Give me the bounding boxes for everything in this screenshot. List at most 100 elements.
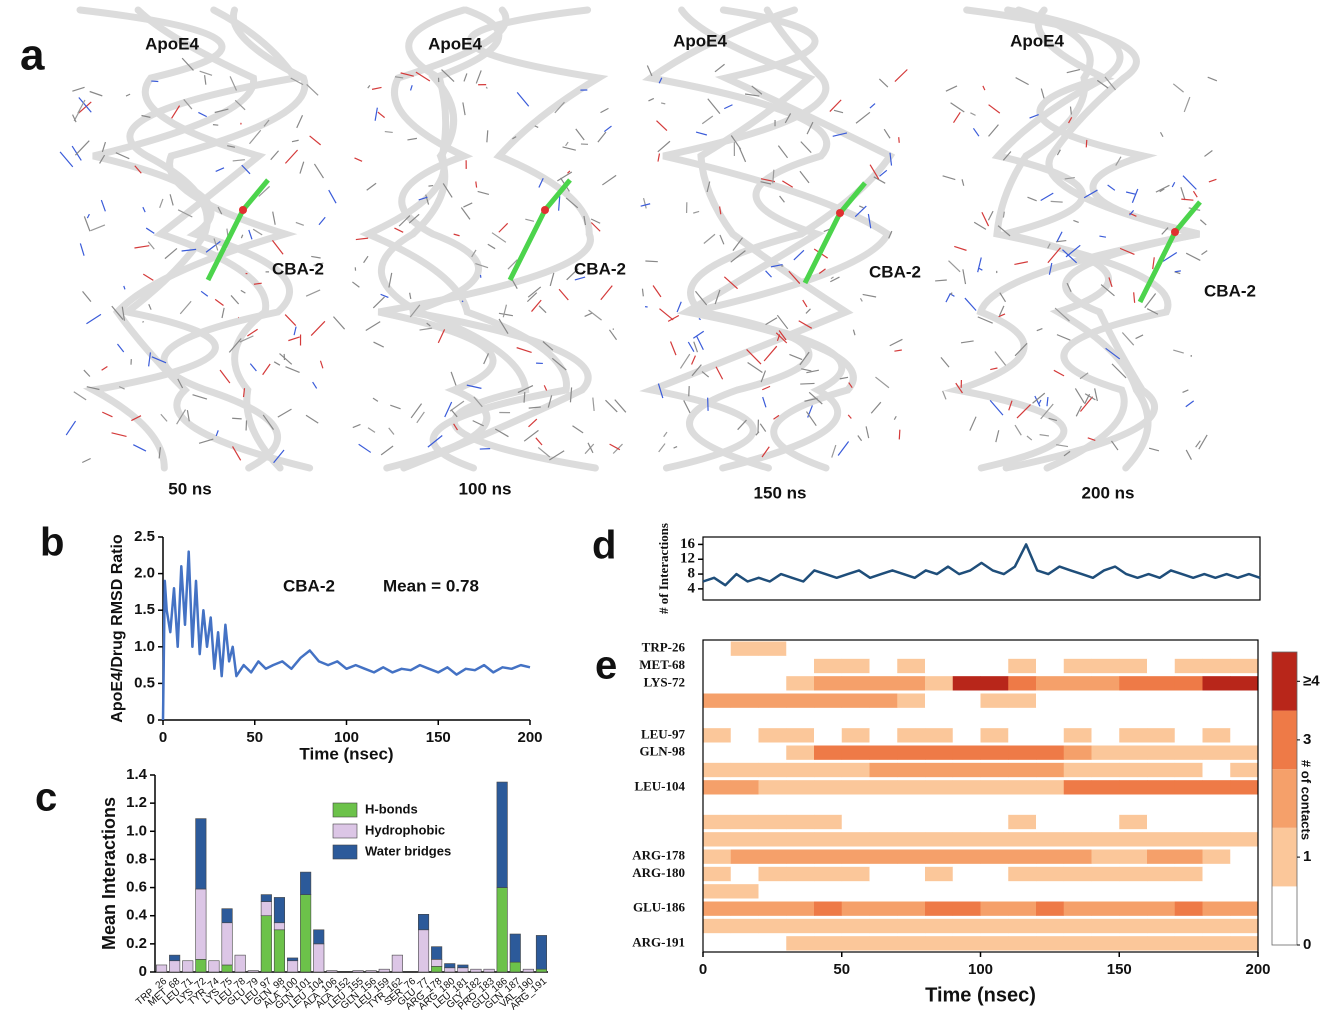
- residue-stick: [461, 207, 470, 219]
- residue-stick: [216, 168, 224, 172]
- heatmap-cell: [731, 798, 759, 812]
- residue-stick: [274, 362, 280, 365]
- heatmap-cell: [1119, 884, 1147, 898]
- heatmap-cell: [1119, 798, 1147, 812]
- row-label: LEU-97: [641, 726, 686, 741]
- residue-stick: [1173, 350, 1183, 353]
- residue-stick: [1181, 199, 1193, 200]
- residue-stick: [1202, 251, 1208, 255]
- heatmap-cell: [953, 815, 981, 829]
- residue-stick: [716, 367, 723, 380]
- residue-stick: [241, 290, 246, 293]
- legend-label: Water bridges: [365, 843, 451, 858]
- residue-stick: [1108, 185, 1115, 190]
- residue-stick: [72, 87, 84, 91]
- heatmap-cell: [1064, 936, 1092, 950]
- heatmap-cell: [786, 746, 814, 760]
- residue-stick: [126, 94, 130, 96]
- bar-segment: [261, 902, 271, 916]
- heatmap-cell: [1092, 711, 1120, 725]
- residue-stick: [1172, 182, 1175, 187]
- x-tick-label: 100: [334, 729, 359, 746]
- heatmap-cell: [786, 936, 814, 950]
- heatmap-cell: [1092, 642, 1120, 656]
- residue-stick: [1126, 192, 1135, 194]
- heatmap-cell: [925, 815, 953, 829]
- heatmap-cell: [1230, 919, 1258, 933]
- heatmap-cell: [842, 642, 870, 656]
- bar-segment: [510, 962, 520, 972]
- heatmap-cell: [1230, 884, 1258, 898]
- heatmap-cell: [1175, 936, 1203, 950]
- heatmap-cell: [981, 798, 1009, 812]
- residue-stick: [766, 271, 772, 277]
- heatmap-cell: [842, 728, 870, 742]
- residue-stick: [368, 85, 370, 88]
- heatmap-cell: [814, 919, 842, 933]
- heatmap-cell: [1203, 815, 1231, 829]
- heatmap-cell: [870, 694, 898, 708]
- heatmap-cell: [814, 642, 842, 656]
- legend-swatch: [333, 824, 357, 838]
- residue-stick: [524, 392, 525, 403]
- heatmap-cell: [1008, 850, 1036, 864]
- heatmap-cell: [703, 746, 731, 760]
- residue-stick: [297, 115, 303, 128]
- heatmap-cell: [842, 780, 870, 794]
- residue-stick: [1070, 107, 1071, 115]
- heatmap-cell: [1036, 746, 1064, 760]
- heatmap-cell: [1119, 902, 1147, 916]
- heatmap-cell: [1230, 798, 1258, 812]
- bar-segment: [418, 930, 428, 972]
- residue-stick: [738, 420, 747, 430]
- heatmap-cell: [1092, 884, 1120, 898]
- bar-segment: [431, 959, 441, 966]
- heatmap-cell: [925, 746, 953, 760]
- heatmap-cell: [1036, 728, 1064, 742]
- bar-segment: [445, 968, 455, 972]
- heatmap-cell: [1203, 642, 1231, 656]
- residue-stick: [86, 314, 101, 323]
- residue-stick: [1067, 70, 1080, 73]
- residue-stick: [201, 291, 208, 296]
- heatmap-cell: [1147, 884, 1175, 898]
- bar-segment: [196, 889, 206, 959]
- residue-stick: [307, 84, 318, 95]
- bar-segment: [366, 971, 376, 972]
- heatmap-cell: [1203, 676, 1231, 690]
- residue-stick: [800, 171, 809, 183]
- y-tick-label: 1.2: [126, 794, 147, 811]
- residue-stick: [894, 416, 896, 419]
- heatmap-cell: [925, 642, 953, 656]
- bar-segment: [523, 969, 533, 972]
- bar-segment: [497, 782, 507, 888]
- residue-stick: [143, 207, 145, 212]
- residue-stick: [647, 65, 652, 75]
- heatmap-cell: [703, 798, 731, 812]
- residue-stick: [1040, 435, 1049, 436]
- y-tick-label: 1.0: [134, 638, 155, 655]
- heatmap-cell: [1119, 694, 1147, 708]
- heatmap-cell: [925, 867, 953, 881]
- heatmap-cell: [759, 780, 787, 794]
- bar-segment: [510, 934, 520, 962]
- heatmap-cell: [1064, 763, 1092, 777]
- residue-stick: [294, 327, 296, 335]
- residue-stick: [306, 415, 318, 423]
- heatmap-cell: [953, 763, 981, 777]
- residue-stick: [80, 243, 84, 255]
- bar-segment: [274, 930, 284, 972]
- residue-stick: [1039, 400, 1041, 403]
- heatmap-cell: [1175, 902, 1203, 916]
- residue-stick: [946, 86, 957, 91]
- heatmap-cell: [814, 659, 842, 673]
- heatmap-cell: [1230, 815, 1258, 829]
- heatmap-cell: [731, 694, 759, 708]
- heatmap-cell: [731, 642, 759, 656]
- residue-stick: [572, 426, 583, 433]
- residue-stick: [658, 153, 659, 161]
- heatmap-cell: [759, 763, 787, 777]
- residue-stick: [91, 225, 105, 231]
- heatmap-cell: [814, 676, 842, 690]
- residue-stick: [133, 445, 146, 451]
